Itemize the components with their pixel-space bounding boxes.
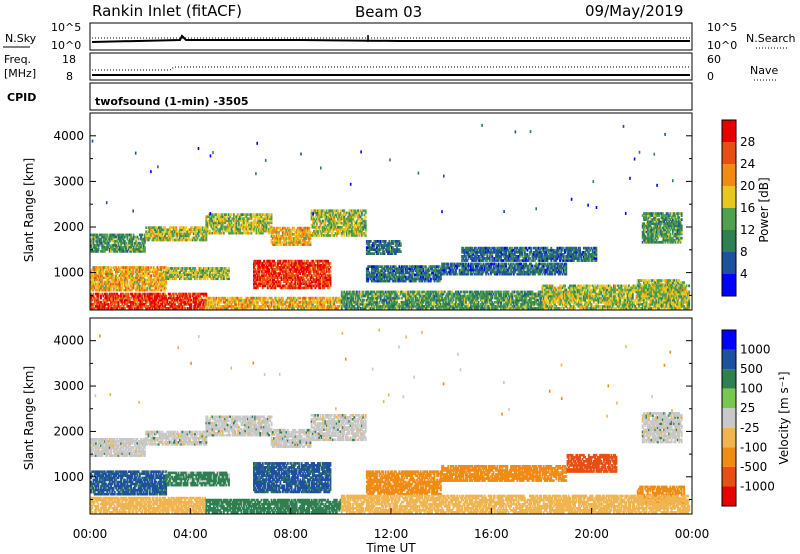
data-cell [681,212,683,215]
nsearch-tick-bottom: 10^0 [707,39,737,52]
data-cell [681,218,683,221]
data-cell [271,213,273,216]
data-cell [385,240,387,243]
nsky-panel: N.Sky 10^5 10^0 10^5 10^0 N.Search [3,21,796,52]
data-cell [681,237,683,240]
freq-unit: [MHz] [4,67,36,80]
data-cell [337,209,339,212]
data-cell [330,262,332,265]
data-cell [400,242,402,245]
freq-label: Freq. [4,53,31,66]
data-cell [505,263,507,266]
nave-label: Nave [750,64,778,77]
beam-title: Beam 03 [355,3,422,21]
data-cell [579,247,581,250]
nsky-trace [92,36,690,42]
data-cell [365,220,367,223]
data-cell [519,259,521,262]
data-cell [681,225,683,228]
data-cell [247,213,249,216]
data-cell [141,234,143,237]
data-cell [430,278,432,281]
data-cell [669,212,671,215]
data-cell [189,239,191,242]
data-cell [165,287,167,290]
data-cell [308,227,310,230]
data-cell [175,226,177,229]
data-cell [330,270,332,273]
data-cell [346,212,348,215]
freq-tick-bottom: 8 [66,70,73,83]
data-cell [530,247,532,250]
data-cell [310,231,312,234]
power-data-layer [90,124,690,310]
data-cell [138,238,140,241]
data-cell [202,226,204,229]
cpid-panel: CPID twofsound (1-min) -3505 [7,83,692,110]
data-cell [595,247,597,250]
data-cell [365,209,367,212]
data-cell [447,263,449,266]
data-cell [110,266,112,269]
station-title: Rankin Inlet (fitACF) [92,2,242,20]
freq-tick-top: 18 [62,53,76,66]
data-cell [150,266,152,269]
data-cell [425,265,427,268]
data-cell [228,267,230,270]
data-cell [400,250,402,253]
nave-tick-bottom: 0 [707,70,714,83]
nave-tick-top: 60 [707,53,721,66]
data-cell [130,234,132,237]
cpid-text: twofsound (1-min) -3505 [95,95,249,108]
data-cell [111,270,113,273]
data-cell [310,241,312,244]
data-cell [150,274,152,277]
nsearch-label: N.Search [746,32,796,45]
data-cell [144,246,146,249]
date-title: 09/May/2019 [585,2,683,20]
nave-trace [92,67,690,70]
nsky-tick-top: 10^5 [51,21,81,34]
nsearch-tick-top: 10^5 [707,21,737,34]
data-cell [365,216,367,219]
data-cell [456,273,458,276]
data-cell [370,240,372,243]
data-cell [228,275,230,278]
nsky-frame [90,23,692,50]
data-cell [330,274,332,277]
data-cell [279,260,281,263]
freq-panel: Freq. [MHz] 18 8 60 0 Nave [4,53,778,83]
data-cell [330,266,332,269]
nsky-tick-bottom: 10^0 [51,39,81,52]
data-cell [293,227,295,230]
data-cell [274,262,276,265]
data-cell [669,233,671,236]
cpid-label: CPID [7,91,36,104]
data-cell [145,226,147,229]
data-cell [311,209,313,212]
data-cell [231,213,233,216]
data-cell [185,226,187,229]
nsky-label: N.Sky [5,32,37,45]
data-cell [488,273,490,276]
